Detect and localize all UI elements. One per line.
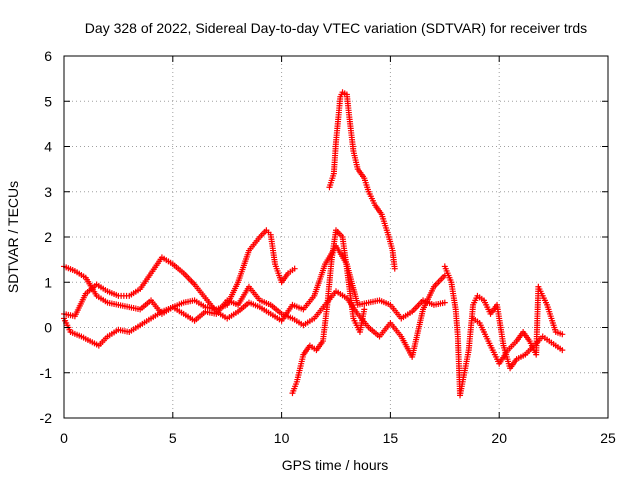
data-point bbox=[391, 265, 398, 272]
x-axis-label: GPS time / hours bbox=[282, 457, 389, 473]
series-track-f bbox=[441, 263, 566, 399]
y-tick-label: -2 bbox=[40, 410, 53, 426]
y-axis-label: SDTVAR / TECUs bbox=[5, 181, 21, 293]
y-tick-label: 0 bbox=[44, 320, 52, 336]
data-point bbox=[559, 331, 566, 338]
series-track-g bbox=[470, 283, 566, 367]
series-track-d bbox=[289, 227, 368, 397]
series-track-b bbox=[61, 243, 448, 324]
x-tick-label: 25 bbox=[600, 430, 616, 446]
y-tick-label: 2 bbox=[44, 229, 52, 245]
y-tick-label: 6 bbox=[44, 48, 52, 64]
data-points bbox=[61, 89, 566, 399]
x-tick-label: 0 bbox=[60, 430, 68, 446]
y-axis-ticks: -2 -1 0 1 2 3 4 5 6 bbox=[40, 48, 608, 426]
x-tick-label: 10 bbox=[274, 430, 290, 446]
series-track-e bbox=[326, 89, 398, 272]
data-point bbox=[291, 265, 298, 272]
data-point bbox=[559, 347, 566, 354]
y-tick-label: 1 bbox=[44, 274, 52, 290]
y-tick-label: 5 bbox=[44, 93, 52, 109]
y-tick-label: 4 bbox=[44, 139, 52, 155]
series-track-c bbox=[61, 227, 298, 349]
data-point bbox=[361, 306, 368, 313]
x-axis-ticks: 0 5 10 15 20 25 bbox=[60, 56, 616, 446]
x-tick-label: 20 bbox=[491, 430, 507, 446]
x-tick-label: 15 bbox=[383, 430, 399, 446]
x-tick-label: 5 bbox=[169, 430, 177, 446]
data-point bbox=[441, 299, 448, 306]
y-tick-label: -1 bbox=[40, 365, 53, 381]
series-track-a bbox=[61, 263, 448, 360]
chart-title: Day 328 of 2022, Sidereal Day-to-day VTE… bbox=[85, 20, 587, 36]
y-tick-label: 3 bbox=[44, 184, 52, 200]
